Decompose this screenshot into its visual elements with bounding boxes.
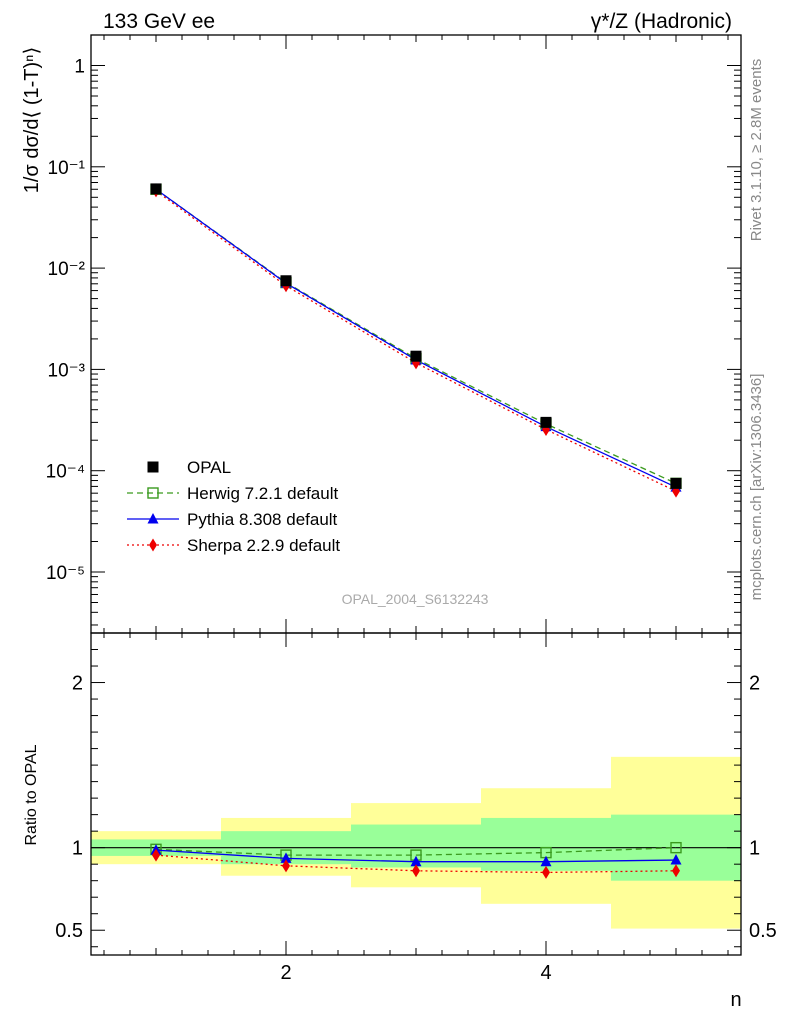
ratio-data-point [280, 852, 292, 863]
series-line [155, 188, 677, 484]
ratio-data-point [282, 859, 290, 873]
main-plot-panel: 1 10⁻¹ 10⁻² 10⁻³ 10⁻⁴ 10⁻⁵ [46, 34, 742, 634]
legend-entry-label: Pythia 8.308 default [187, 510, 338, 529]
data-point [670, 477, 682, 489]
y-tick-label-right: 2 [749, 673, 760, 695]
legend-marker [149, 538, 157, 552]
analysis-watermark: OPAL_2004_S6132243 [342, 591, 489, 607]
legend-marker [147, 461, 159, 473]
legend-entry-label: OPAL [187, 458, 231, 477]
y-tick-label: 0.5 [55, 920, 83, 942]
legend-entry-label: Sherpa 2.2.9 default [187, 536, 340, 555]
header-right-label: γ*/Z (Hadronic) [591, 10, 732, 33]
data-point [280, 275, 292, 287]
y-tick-label: 10⁻² [48, 259, 86, 280]
legend-entry-label: Herwig 7.2.1 default [187, 484, 338, 503]
ratio-y-axis-label: Ratio to OPAL [23, 744, 40, 845]
ratio-data-point [412, 864, 420, 878]
ratio-data-point [152, 848, 160, 862]
ratio-data-point [410, 855, 422, 867]
ratio-data-point [670, 854, 682, 865]
y-tick-label: 1 [74, 56, 85, 77]
main-y-axis-label: 1/σ dσ/d⟨ (1-T)ⁿ⟩ [21, 47, 43, 194]
ratio-data-point [672, 864, 680, 878]
header-left-label: 133 GeV ee [103, 10, 215, 33]
y-tick-label-right: 0.5 [749, 920, 777, 942]
ratio-data-point [670, 841, 682, 854]
legend: OPAL Herwig 7.2.1 default Pythia 8.308 def… [127, 458, 340, 555]
data-point [540, 416, 552, 428]
ratio-data-point [542, 865, 550, 879]
y-tick-label: 10⁻¹ [48, 158, 86, 179]
y-tick-label: 2 [72, 673, 83, 695]
data-point [150, 183, 162, 195]
ratio-plot-panel: 2 4 0.5 0.5 1 1 2 2 [55, 632, 777, 984]
legend-marker [147, 487, 159, 499]
ratio-series-line [155, 847, 677, 856]
legend-marker [147, 513, 159, 524]
mcplots-side-label: mcplots.cern.ch [arXiv:1306.3436] [748, 374, 765, 601]
series-line [155, 190, 677, 492]
ratio-data-point [540, 855, 552, 867]
y-tick-label: 10⁻⁵ [46, 563, 85, 584]
y-tick-label: 10⁻⁴ [46, 462, 85, 483]
x-tick-label: 2 [280, 962, 291, 984]
data-point [410, 350, 422, 362]
y-tick-label: 10⁻³ [48, 360, 86, 381]
x-axis-label: n [730, 989, 741, 1011]
rivet-side-label: Rivet 3.1.10, ≥ 2.8M events [748, 59, 765, 242]
x-tick-label: 4 [540, 962, 551, 984]
y-tick-label: 1 [72, 838, 83, 860]
y-tick-label-right: 1 [749, 838, 760, 860]
series-line [155, 188, 677, 488]
